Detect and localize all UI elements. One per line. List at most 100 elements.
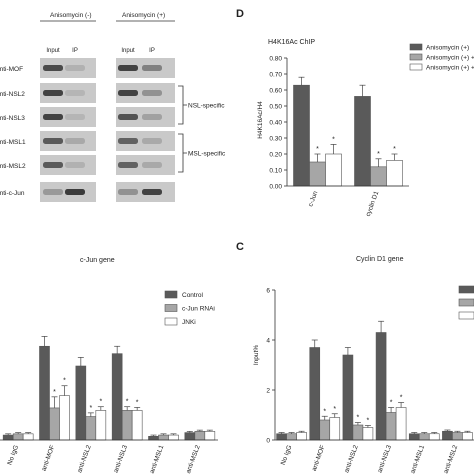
x-tick-label: c-Jun xyxy=(307,190,319,208)
panel-b-bars xyxy=(2,336,216,441)
blot-row-label: anti-MSL2 xyxy=(0,163,26,170)
y-tick-label: 0.40 xyxy=(269,119,282,126)
bar xyxy=(375,332,387,441)
blot-band xyxy=(65,90,85,96)
significance-star: * xyxy=(332,136,335,143)
blot-band xyxy=(118,189,138,195)
significance-star: * xyxy=(377,151,380,158)
panel-c-title: Cyclin D1 gene xyxy=(356,256,404,263)
blot-band xyxy=(142,90,162,96)
legend-swatch xyxy=(409,63,423,71)
legend-swatch xyxy=(458,285,474,294)
bar xyxy=(148,435,159,441)
panel-c-bars xyxy=(276,320,473,441)
significance-star: * xyxy=(89,405,92,412)
bar xyxy=(131,410,143,441)
bar xyxy=(395,407,407,441)
blot-strip xyxy=(116,155,175,175)
legend-label: Control xyxy=(182,292,204,299)
bar xyxy=(194,431,206,441)
significance-star: * xyxy=(99,399,102,406)
blot-bracket xyxy=(178,85,187,125)
x-tick-label: anti-MOF xyxy=(41,444,57,472)
bar xyxy=(462,432,473,441)
bar xyxy=(452,432,463,441)
legend-swatch xyxy=(409,53,423,61)
bar xyxy=(184,432,196,441)
bar xyxy=(296,432,307,441)
blot-band xyxy=(142,65,162,71)
blot-bracket xyxy=(178,133,187,173)
blot-strip xyxy=(40,83,96,103)
blot-band xyxy=(43,162,63,168)
blot-band xyxy=(142,114,162,120)
panel-d-ylabel: H4K16Ac/H4 xyxy=(257,101,264,139)
bar xyxy=(354,96,371,187)
blot-lane-label: Input xyxy=(46,48,60,54)
blot-row-label: anti-MOF xyxy=(0,66,23,73)
significance-star: * xyxy=(63,378,66,385)
x-tick-label: anti-MSL2 xyxy=(185,444,202,474)
blot-band xyxy=(43,65,63,71)
blot-strip xyxy=(116,131,175,151)
blot-row-label: anti-c-Jun xyxy=(0,190,25,197)
bar xyxy=(342,354,354,441)
bar xyxy=(286,433,297,441)
x-tick-label: anti-NSL2 xyxy=(76,444,93,474)
legend-label: Anisomycin (+) xyxy=(426,45,469,52)
bar xyxy=(121,410,133,441)
blot-group-label: Anisomycin (+) xyxy=(122,12,165,19)
significance-star: * xyxy=(53,389,56,396)
blot-band xyxy=(43,138,63,144)
bar xyxy=(309,347,321,441)
blot-band xyxy=(142,189,162,195)
bar xyxy=(22,433,34,441)
x-tick-label: anti-MSL2 xyxy=(443,444,460,474)
y-tick-label: 0 xyxy=(266,437,270,444)
bar xyxy=(2,434,14,441)
blot-band xyxy=(118,138,138,144)
blot-band xyxy=(65,162,85,168)
bar xyxy=(319,419,331,441)
legend-swatch xyxy=(164,304,178,312)
blot-lane-label: IP xyxy=(72,48,78,54)
legend-label: JNKi xyxy=(182,319,196,326)
blot-band xyxy=(118,162,138,168)
blot-strip xyxy=(40,107,96,127)
bar xyxy=(293,84,310,187)
y-tick-label: 0.60 xyxy=(269,87,282,94)
blot-band xyxy=(142,138,162,144)
x-tick-label: anti-NSL3 xyxy=(376,444,393,474)
legend-swatch xyxy=(409,43,423,51)
x-tick-label: anti-MOF xyxy=(311,444,327,472)
bar xyxy=(428,433,440,441)
blot-band xyxy=(65,65,85,71)
legend-swatch xyxy=(458,311,474,320)
y-tick-label: 0.20 xyxy=(269,151,282,158)
bar xyxy=(386,160,403,187)
blot-strip xyxy=(116,58,175,78)
bar xyxy=(418,433,430,441)
x-tick-label: anti-MSL1 xyxy=(409,444,426,474)
bar xyxy=(329,417,341,441)
bar xyxy=(370,166,387,187)
significance-star: * xyxy=(136,399,139,406)
bar xyxy=(12,433,24,441)
panel-d-title: H4K16Ac ChIP xyxy=(268,39,315,46)
panel-letter-c: C xyxy=(236,241,244,253)
bar xyxy=(158,434,169,441)
x-tick-label: No IgG xyxy=(6,444,20,466)
blot-band xyxy=(118,114,138,120)
bar xyxy=(352,424,364,441)
x-tick-label: anti-NSL2 xyxy=(343,444,360,474)
bar xyxy=(204,431,216,441)
x-tick-label: No IgG xyxy=(280,444,294,466)
y-tick-label: 0.50 xyxy=(269,103,282,110)
significance-star: * xyxy=(357,415,360,422)
y-tick-label: 0.80 xyxy=(269,55,282,62)
blot-band xyxy=(43,189,63,195)
y-tick-label: 0.10 xyxy=(269,167,282,174)
bar xyxy=(362,427,374,441)
blot-strip xyxy=(40,131,96,151)
